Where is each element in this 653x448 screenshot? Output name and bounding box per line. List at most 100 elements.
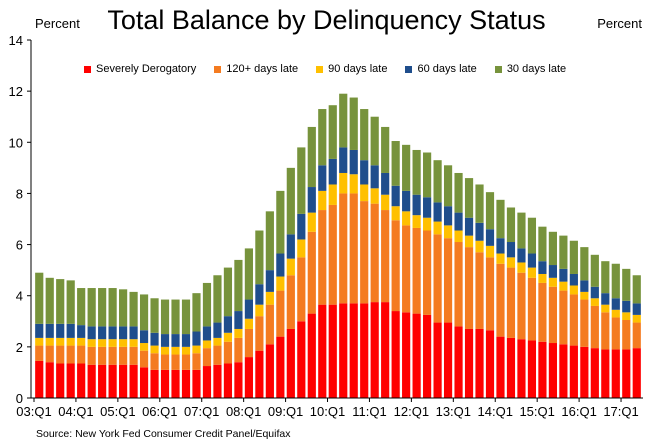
- bar-segment-90-days-late: [506, 257, 516, 268]
- bar-segment-30-days-late: [223, 267, 233, 317]
- bar-segment-severely-derogatory: [150, 369, 159, 398]
- bar-segment-severely-derogatory: [412, 313, 421, 398]
- bar-segment-30-days-late: [360, 109, 369, 161]
- bar-segment-120-days-late: [234, 337, 243, 363]
- bar-segment-60-days-late: [255, 284, 264, 305]
- bar-segment-60-days-late: [527, 253, 537, 268]
- bar-segment-120-days-late: [286, 275, 295, 329]
- bar-segment-90-days-late: [234, 328, 243, 338]
- bar-segment-severely-derogatory: [328, 304, 337, 398]
- bar-segment-90-days-late: [632, 314, 641, 323]
- bar-segment-90-days-late: [381, 194, 390, 211]
- bar-segment-30-days-late: [286, 167, 295, 235]
- bar-segment-30-days-late: [139, 294, 149, 331]
- bar-segment-60-days-late: [601, 293, 610, 305]
- bar-segment-60-days-late: [475, 222, 484, 241]
- legend-item: 60 days late: [405, 63, 477, 75]
- bar-segment-severely-derogatory: [590, 348, 599, 398]
- bar-segment-30-days-late: [601, 261, 610, 294]
- legend-item: 30 days late: [494, 63, 567, 75]
- bar-segment-60-days-late: [181, 334, 191, 347]
- bar-segment-120-days-late: [360, 201, 369, 304]
- bar-segment-30-days-late: [622, 268, 631, 301]
- bar-segment-severely-derogatory: [391, 311, 400, 398]
- x-tick-label: 09:Q1: [268, 404, 303, 419]
- x-tick-label: 06:Q1: [142, 404, 177, 419]
- bar-segment-90-days-late: [580, 291, 589, 300]
- bar-segment-severely-derogatory: [265, 344, 274, 398]
- bar-segment-60-days-late: [244, 299, 253, 319]
- legend-swatch: [405, 65, 413, 73]
- bar-segment-30-days-late: [297, 147, 306, 214]
- bar-segment-30-days-late: [213, 275, 222, 323]
- bar-segment-severely-derogatory: [611, 349, 620, 398]
- bar-segment-120-days-late: [548, 286, 557, 344]
- bar-segment-30-days-late: [569, 240, 578, 274]
- bar-segment-severely-derogatory: [56, 363, 65, 398]
- bar-segment-90-days-late: [423, 217, 432, 231]
- bar-segment-90-days-late: [464, 235, 474, 248]
- bar-segment-60-days-late: [485, 229, 495, 246]
- bar-segment-90-days-late: [66, 337, 75, 346]
- bar-segment-severely-derogatory: [443, 322, 453, 398]
- bar-segment-120-days-late: [202, 348, 212, 367]
- bar-segment-90-days-late: [255, 304, 264, 317]
- bar-segment-60-days-late: [98, 326, 107, 340]
- bar-segment-severely-derogatory: [108, 364, 117, 398]
- bar-segment-90-days-late: [318, 190, 327, 211]
- bar-segment-60-days-late: [328, 158, 337, 185]
- bar-segment-90-days-late: [601, 304, 610, 313]
- bar-segment-30-days-late: [485, 192, 495, 230]
- bar-segment-severely-derogatory: [192, 369, 201, 398]
- bar-segment-120-days-late: [45, 345, 54, 363]
- bar-segment-30-days-late: [45, 277, 54, 324]
- legend-item: 90 days late: [316, 63, 387, 75]
- legend-label: 90 days late: [328, 63, 388, 75]
- bar-segment-30-days-late: [56, 279, 65, 324]
- bar-segment-90-days-late: [139, 343, 149, 351]
- bar-segment-30-days-late: [559, 235, 568, 269]
- bar-segment-120-days-late: [370, 203, 379, 303]
- bar-segment-90-days-late: [548, 277, 557, 287]
- legend-label: 30 days late: [506, 63, 567, 75]
- bar-segment-30-days-late: [349, 97, 358, 150]
- bar-segment-120-days-late: [265, 304, 274, 345]
- bar-segment-60-days-late: [318, 165, 327, 191]
- bar-segment-120-days-late: [276, 290, 285, 337]
- bar-segment-severely-derogatory: [66, 363, 75, 398]
- bar-segment-severely-derogatory: [276, 336, 285, 398]
- bar-segment-severely-derogatory: [433, 322, 442, 398]
- bar-segment-severely-derogatory: [527, 340, 537, 398]
- bar-segment-severely-derogatory: [139, 367, 149, 398]
- bar-segment-120-days-late: [108, 346, 117, 365]
- bar-segment-severely-derogatory: [475, 328, 484, 398]
- bar-segment-30-days-late: [475, 184, 484, 223]
- legend: Severely Derogatory 120+ days late 90 days…: [84, 61, 604, 77]
- bar-segment-90-days-late: [108, 339, 117, 347]
- bar-segment-30-days-late: [244, 248, 253, 300]
- bar-segment-60-days-late: [349, 149, 358, 175]
- bar-segment-30-days-late: [464, 178, 474, 218]
- bar-segment-90-days-late: [443, 225, 453, 239]
- bar-segment-30-days-late: [391, 141, 400, 186]
- bar-segment-severely-derogatory: [402, 312, 411, 398]
- bar-segment-30-days-late: [381, 126, 390, 173]
- bar-segment-30-days-late: [339, 93, 348, 148]
- bar-segment-60-days-late: [77, 325, 86, 338]
- bar-segment-120-days-late: [213, 345, 222, 365]
- bar-segment-severely-derogatory: [632, 348, 641, 398]
- bar-segment-90-days-late: [45, 337, 54, 346]
- x-tick-label: 07:Q1: [184, 404, 219, 419]
- bar-segment-30-days-late: [265, 211, 274, 271]
- bar-segment-30-days-late: [496, 199, 505, 239]
- bar-segment-severely-derogatory: [160, 369, 170, 398]
- bar-segment-severely-derogatory: [517, 339, 526, 398]
- bar-segment-120-days-late: [506, 267, 516, 338]
- bar-segment-severely-derogatory: [129, 364, 138, 398]
- bar-segment-120-days-late: [475, 252, 484, 329]
- bar-segment-60-days-late: [56, 323, 65, 338]
- bar-segment-90-days-late: [339, 172, 348, 194]
- bar-segment-30-days-late: [160, 299, 170, 335]
- bar-segment-severely-derogatory: [255, 350, 264, 398]
- bar-segment-severely-derogatory: [506, 337, 516, 398]
